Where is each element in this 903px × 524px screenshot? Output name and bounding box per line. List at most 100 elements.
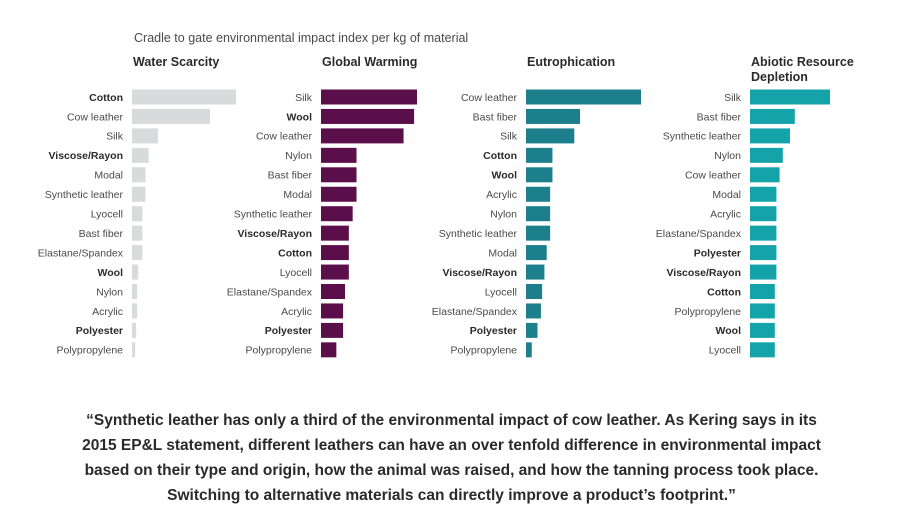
bar xyxy=(750,284,775,299)
category-label: Lyocell xyxy=(280,267,312,279)
panel-title: Eutrophication xyxy=(527,55,615,69)
category-label: Wool xyxy=(716,325,742,337)
panel-2: Global Warming Silk Wool Cow leather Nylon Ba… xyxy=(227,55,417,358)
panel-1: Water Scarcity Cotton Cow leather Silk Visco… xyxy=(38,55,236,358)
bar xyxy=(132,206,143,222)
bar xyxy=(321,128,404,144)
bar xyxy=(750,206,777,222)
bar xyxy=(321,342,337,358)
category-label: Elastane/Spandex xyxy=(656,228,742,240)
impact-chart: Cradle to gate environmental impact inde… xyxy=(38,31,854,358)
bar xyxy=(321,108,415,124)
category-label: Modal xyxy=(488,247,517,259)
bar xyxy=(132,264,139,280)
bar xyxy=(750,108,795,124)
bar xyxy=(321,147,357,163)
category-label: Nylon xyxy=(96,286,123,298)
bar xyxy=(526,342,532,358)
category-label: Bast fiber xyxy=(697,111,742,123)
bar xyxy=(132,342,136,358)
category-label: Elastane/Spandex xyxy=(38,247,124,259)
category-label: Bast fiber xyxy=(79,228,124,240)
bar xyxy=(526,225,551,241)
bar xyxy=(321,303,344,319)
bar xyxy=(132,284,138,299)
category-label: Cotton xyxy=(89,92,123,104)
category-label: Acrylic xyxy=(486,189,517,201)
category-label: Polypropylene xyxy=(450,345,517,357)
bar xyxy=(750,342,775,358)
category-label: Cow leather xyxy=(685,170,742,182)
panel-title: Global Warming xyxy=(322,55,417,69)
bar xyxy=(132,147,149,163)
category-label: Viscose/Rayon xyxy=(666,267,741,279)
panel-3: Eutrophication Cow leather Bast fiber Silk C… xyxy=(432,55,641,358)
quote-line-1: “Synthetic leather has only a third of t… xyxy=(86,412,817,429)
bar xyxy=(526,264,545,280)
category-label: Nylon xyxy=(714,150,741,162)
bar xyxy=(526,245,547,261)
panel-title: Depletion xyxy=(751,70,808,84)
panel-title: Water Scarcity xyxy=(133,55,219,69)
bar xyxy=(132,108,210,124)
category-label: Polyester xyxy=(76,325,123,337)
bar xyxy=(750,303,775,319)
bar xyxy=(750,128,790,144)
category-label: Modal xyxy=(712,189,741,201)
bar xyxy=(132,128,158,144)
category-label: Nylon xyxy=(490,209,517,221)
category-label: Lyocell xyxy=(485,286,517,298)
panel-title: Abiotic Resource xyxy=(751,55,854,69)
bar xyxy=(526,167,553,183)
category-label: Wool xyxy=(287,111,313,123)
category-label: Polyester xyxy=(694,247,741,259)
bar xyxy=(321,264,349,280)
chart-title: Cradle to gate environmental impact inde… xyxy=(134,31,468,45)
category-label: Acrylic xyxy=(710,209,741,221)
category-label: Polypropylene xyxy=(674,306,741,318)
bar xyxy=(750,322,775,338)
category-label: Wool xyxy=(492,170,518,182)
category-label: Silk xyxy=(500,131,518,143)
category-label: Cotton xyxy=(707,286,741,298)
bar xyxy=(132,186,146,202)
quote-line-4: Switching to alternative materials can d… xyxy=(167,487,736,504)
category-label: Cotton xyxy=(278,247,312,259)
category-label: Bast fiber xyxy=(473,111,518,123)
bar xyxy=(750,245,777,261)
category-label: Acrylic xyxy=(92,306,123,318)
bar xyxy=(526,147,553,163)
bar xyxy=(132,167,146,183)
bar xyxy=(321,225,349,241)
bar xyxy=(132,245,143,261)
category-label: Acrylic xyxy=(281,306,312,318)
category-label: Viscose/Rayon xyxy=(48,150,123,162)
category-label: Polypropylene xyxy=(56,345,123,357)
category-label: Cotton xyxy=(483,150,517,162)
category-label: Elastane/Spandex xyxy=(227,286,313,298)
category-label: Silk xyxy=(295,92,313,104)
category-label: Elastane/Spandex xyxy=(432,306,518,318)
category-label: Viscose/Rayon xyxy=(237,228,312,240)
bar xyxy=(750,264,777,280)
category-label: Synthetic leather xyxy=(234,209,313,221)
category-label: Cow leather xyxy=(461,92,518,104)
category-label: Polyester xyxy=(470,325,517,337)
bar xyxy=(526,89,641,105)
bar xyxy=(750,225,777,241)
category-label: Modal xyxy=(283,189,312,201)
category-label: Nylon xyxy=(285,150,312,162)
category-label: Lyocell xyxy=(91,209,123,221)
bar xyxy=(750,89,830,105)
bar xyxy=(750,167,780,183)
category-label: Wool xyxy=(98,267,124,279)
category-label: Polyester xyxy=(265,325,312,337)
bar xyxy=(526,108,581,124)
bar xyxy=(321,284,345,299)
category-label: Silk xyxy=(724,92,742,104)
bar xyxy=(526,322,538,338)
bar xyxy=(132,303,138,319)
category-label: Cow leather xyxy=(256,131,313,143)
category-label: Lyocell xyxy=(709,345,741,357)
category-label: Synthetic leather xyxy=(663,131,742,143)
